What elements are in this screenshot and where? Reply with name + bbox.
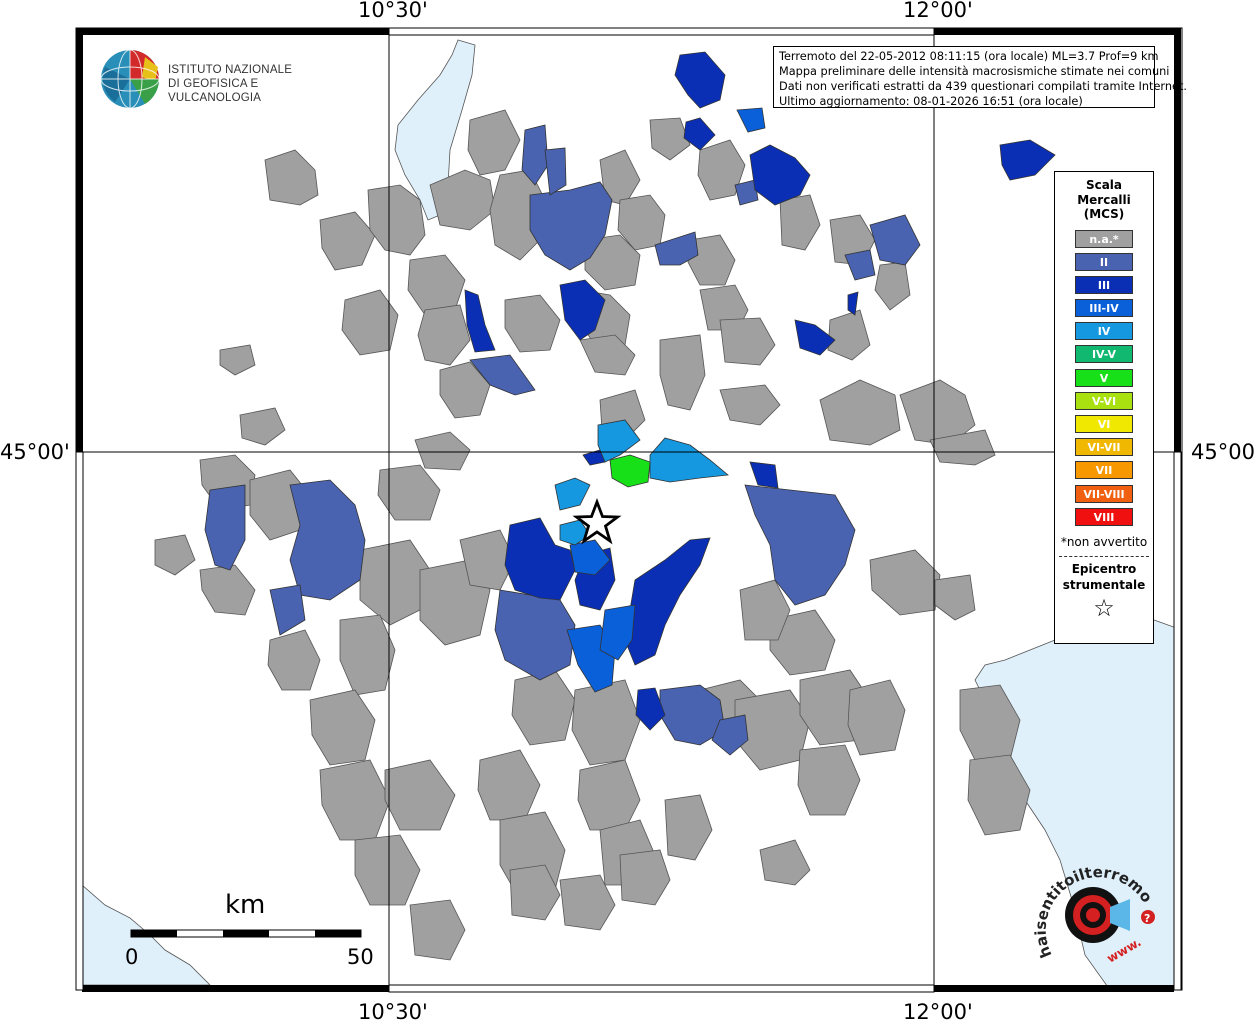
- ingv-logo-line1: ISTITUTO NAZIONALE: [168, 64, 293, 76]
- coord-top-right: 12°00': [903, 0, 973, 22]
- comuni-intensity-ii: [204, 124, 921, 756]
- legend-title-line3: (MCS): [1083, 207, 1125, 221]
- legend-note: *non avvertito: [1060, 534, 1148, 549]
- legend-title-line1: Scala: [1085, 178, 1123, 192]
- legend-item: VI-VII: [1075, 438, 1133, 457]
- coord-right: 45°00': [1191, 440, 1256, 464]
- haisentito-logo: haisentitoilterremoto.it ? www.: [1025, 841, 1160, 985]
- comuni-intensity-iii-iv: [566, 107, 766, 693]
- epicenter-star-icon: ☆: [1093, 593, 1115, 622]
- legend-items: n.a.* II III III-IV IV IV-V V V-VI VI VI-VII VII VI…: [1055, 229, 1153, 526]
- coord-bottom-left: 10°30': [358, 1000, 428, 1024]
- legend-item: IV-V: [1075, 345, 1133, 364]
- scale-unit: km: [225, 890, 266, 920]
- legend-item: VIII: [1075, 507, 1133, 526]
- ingv-logo: ISTITUTO NAZIONALE DI GEOFISICA E VULCAN…: [100, 47, 320, 111]
- coord-bottom-right: 12°00': [903, 1000, 973, 1024]
- scale-end: 50: [347, 945, 374, 969]
- legend-item: VII-VIII: [1075, 484, 1133, 503]
- haisentito-target-icon: haisentitoilterremoto.it ? www.: [1025, 841, 1156, 966]
- coord-left: 45°00': [0, 440, 70, 464]
- haisentito-question: ?: [1144, 912, 1150, 925]
- legend-epicenter-line1: Epicentro: [1071, 561, 1137, 576]
- legend-item: V-VI: [1075, 391, 1133, 410]
- ingv-logo-line2: DI GEOFISICA E VULCANOLOGIA: [168, 78, 262, 104]
- ingv-globe-icon: [100, 49, 160, 109]
- legend-separator: [1059, 555, 1149, 557]
- legend-item: V: [1075, 368, 1133, 387]
- haisentito-www: www.: [1105, 935, 1144, 966]
- event-info-line4: Ultimo aggiornamento: 08-01-2026 16:51 (…: [779, 95, 1083, 108]
- legend-item: III: [1075, 275, 1133, 294]
- legend-item: III-IV: [1075, 299, 1133, 318]
- legend-item: VII: [1075, 461, 1133, 480]
- legend-item: IV: [1075, 322, 1133, 341]
- legend-item: n.a.*: [1075, 229, 1133, 248]
- event-info-box: Terremoto del 22-05-2012 08:11:15 (ora l…: [773, 46, 1188, 108]
- event-info-line1: Terremoto del 22-05-2012 08:11:15 (ora l…: [779, 50, 1159, 63]
- mcs-legend: Scala Mercalli (MCS) n.a.* II III III-IV IV I…: [1054, 171, 1154, 644]
- event-info-line3: Dati non verificati estratti da 439 ques…: [779, 80, 1188, 93]
- epicenter-star: [572, 498, 622, 545]
- comuni-na: [154, 109, 1031, 961]
- legend-item: II: [1075, 252, 1133, 271]
- comuni-intensity-iii: [464, 51, 1056, 731]
- legend-epicenter-line2: strumentale: [1062, 577, 1146, 592]
- lake-garda: [394, 39, 476, 221]
- scale-bar: [130, 929, 362, 938]
- event-info-line2: Mappa preliminare delle intensità macros…: [779, 65, 1170, 78]
- grid-lines: [76, 28, 1182, 990]
- scale-start: 0: [125, 945, 139, 969]
- legend-title-line2: Mercalli: [1077, 192, 1131, 207]
- map-frame: [75, 27, 1183, 993]
- legend-item: VI: [1075, 415, 1133, 433]
- comuni-intensity-iv: [554, 419, 729, 546]
- coord-top-left: 10°30': [358, 0, 428, 22]
- comuni-intensity-v: [609, 454, 651, 488]
